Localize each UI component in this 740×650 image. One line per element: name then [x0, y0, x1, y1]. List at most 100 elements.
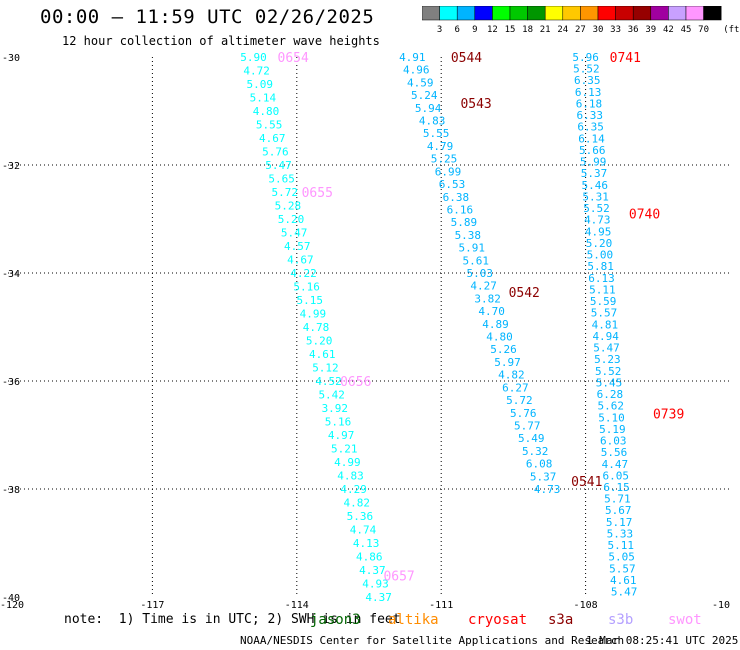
wave-height-value: 4.79	[427, 140, 454, 153]
wave-height-value: 4.86	[356, 551, 383, 564]
wave-height-value: 4.95	[585, 225, 612, 238]
wave-height-value: 5.76	[510, 407, 537, 420]
wave-height-value: 5.97	[494, 356, 521, 369]
wave-height-value: 4.97	[328, 429, 355, 442]
wave-height-value: 5.24	[411, 89, 438, 102]
plot-area: -30 -32 -34 -36 -38 -40-120 -117 -114 -111 -108 -1…	[0, 51, 730, 610]
wave-height-value: 6.35	[574, 74, 601, 87]
wave-height-value: 5.46	[582, 179, 609, 192]
wave-height-value: 3.82	[474, 292, 501, 305]
wave-height-value: 6.13	[588, 272, 615, 285]
color-scale-swatch	[703, 6, 722, 21]
wave-height-value: 4.93	[362, 578, 389, 591]
chart-title: 00:00 – 11:59 UTC 02/26/2025	[40, 6, 375, 28]
wave-height-value: 4.22	[290, 267, 317, 280]
wave-height-value: 4.81	[592, 318, 619, 331]
wave-height-value: 5.20	[278, 213, 305, 226]
legend-item-swot: swot	[668, 612, 702, 628]
wave-height-value: 5.61	[462, 254, 489, 267]
wave-height-value: 5.96	[572, 51, 599, 64]
wave-height-value: 5.17	[606, 516, 633, 529]
wave-height-value: 6.33	[577, 109, 604, 122]
wave-height-value: 4.27	[470, 280, 497, 293]
wave-height-value: 5.52	[573, 63, 600, 76]
y-tick-label: -32	[2, 161, 20, 172]
wave-height-value: 5.23	[594, 353, 621, 366]
wave-height-value: 5.32	[522, 445, 549, 458]
wave-height-value: 4.47	[602, 458, 629, 471]
color-scale-label: 39	[645, 25, 656, 35]
x-tick-label: -111	[429, 600, 453, 610]
wave-height-value: 6.16	[447, 203, 474, 216]
wave-height-value: 5.37	[581, 167, 608, 180]
wave-height-value: 5.36	[347, 510, 374, 523]
wave-height-value: 4.83	[419, 115, 446, 128]
color-scale-label: 6	[454, 25, 459, 35]
wave-height-value: 5.91	[459, 242, 486, 255]
y-tick-label: -38	[2, 485, 20, 496]
pass-label: 0739	[653, 407, 684, 422]
color-scale-label: 12	[487, 25, 498, 35]
legend-item-cryosat: cryosat	[468, 612, 528, 628]
wave-height-value: 5.47	[593, 342, 620, 355]
wave-height-value: 5.15	[297, 294, 324, 307]
wave-height-value: 5.76	[262, 146, 289, 159]
wave-height-value: 5.59	[590, 295, 617, 308]
wave-height-value: 5.20	[306, 335, 333, 348]
wave-height-value: 3.92	[322, 402, 349, 415]
x-tick-label: -114	[285, 600, 309, 610]
wave-height-value: 5.52	[583, 202, 610, 215]
wave-height-value: 6.08	[526, 458, 553, 471]
wave-height-value: 4.91	[399, 51, 426, 64]
generation-timestamp: 1 Mar 08:25:41 UTC 2025	[586, 634, 739, 647]
wave-height-value: 4.59	[407, 76, 434, 89]
chart-subtitle: 12 hour collection of altimeter wave hei…	[62, 34, 380, 48]
wave-height-value: 5.10	[598, 411, 625, 424]
credit-line: NOAA/NESDIS Center for Satellite Applica…	[240, 634, 625, 647]
wave-height-value: 4.61	[309, 348, 336, 361]
wave-height-value: 5.72	[506, 394, 533, 407]
pass-label: 0655	[302, 186, 333, 201]
wave-height-value: 5.77	[514, 419, 541, 432]
pass-label: 0654	[278, 51, 309, 66]
wave-height-value: 5.19	[599, 423, 626, 436]
color-scale-unit: (ft)	[723, 25, 740, 35]
x-tick-label: -108	[574, 600, 598, 610]
pass-label: 0542	[509, 286, 540, 301]
wave-height-value: 4.82	[498, 369, 525, 382]
wave-height-value: 6.53	[439, 178, 466, 191]
color-scale-label: 9	[472, 25, 477, 35]
y-tick-label: -40	[2, 593, 20, 604]
x-tick-label: -120	[0, 600, 24, 610]
wave-height-value: 5.45	[596, 376, 623, 389]
wave-height-value: 5.09	[246, 78, 273, 91]
wave-height-value: 4.70	[478, 305, 505, 318]
wave-height-value: 5.65	[268, 173, 295, 186]
wave-height-value: 5.57	[609, 562, 636, 575]
wave-height-value: 5.20	[586, 237, 613, 250]
wave-height-value: 5.62	[597, 400, 624, 413]
wave-height-value: 5.05	[608, 551, 635, 564]
pass-label: 0543	[460, 97, 491, 112]
wave-height-value: 5.47	[265, 159, 292, 172]
y-tick-label: -36	[2, 377, 20, 388]
wave-height-value: 4.89	[482, 318, 509, 331]
wave-height-value: 5.90	[240, 51, 267, 64]
wave-height-value: 5.28	[275, 200, 302, 213]
wave-height-value: 5.25	[431, 153, 458, 166]
wave-height-value: 5.67	[605, 504, 632, 517]
wave-height-value: 4.37	[359, 564, 386, 577]
wave-height-value: 5.14	[250, 92, 277, 105]
wave-height-value: 5.16	[325, 416, 352, 429]
wave-height-value: 6.05	[602, 469, 629, 482]
color-scale-label: 24	[557, 25, 568, 35]
color-scale-label: 42	[663, 25, 674, 35]
wave-height-value: 5.21	[331, 443, 358, 456]
color-scale-label: 36	[628, 25, 639, 35]
wave-height-value: 4.13	[353, 537, 380, 550]
wave-height-value: 5.56	[601, 446, 628, 459]
wave-height-value: 5.49	[518, 432, 545, 445]
wave-height-value: 6.99	[435, 165, 462, 178]
wave-height-value: 5.81	[587, 260, 614, 273]
